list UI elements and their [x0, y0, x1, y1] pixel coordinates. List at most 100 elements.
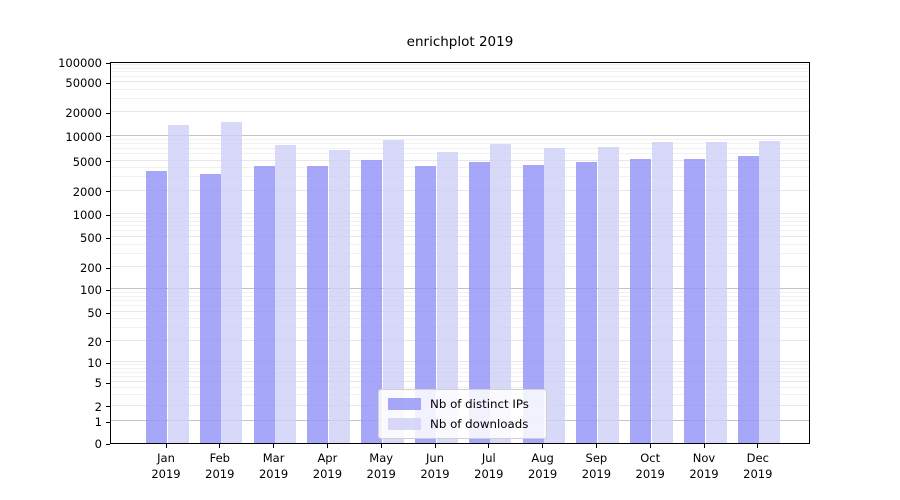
x-tick-mark	[273, 444, 275, 448]
x-tick-month: Jul	[481, 451, 496, 465]
y-gridline	[111, 361, 809, 363]
y-gridline-minor	[111, 300, 809, 301]
bar-downloads	[597, 146, 619, 443]
x-tick-year: 2019	[205, 467, 235, 481]
y-gridline	[111, 311, 809, 313]
y-tick-label: 50000	[65, 76, 102, 91]
y-tick-mark	[106, 382, 110, 384]
x-tick-month: Apr	[317, 451, 338, 465]
bar-distinct-ips	[415, 166, 436, 443]
y-gridline-minor	[111, 371, 809, 373]
x-tick-label: Mar 2019	[259, 450, 288, 482]
x-tick-mark	[434, 444, 436, 448]
x-tick-year: 2019	[258, 467, 289, 481]
x-tick-label: Jun 2019	[420, 450, 449, 482]
x-tick-label: May 2019	[367, 450, 396, 482]
bar-downloads	[544, 147, 566, 443]
bar-downloads	[221, 122, 243, 443]
x-tick-mark	[326, 444, 328, 448]
y-gridline-minor	[111, 305, 809, 307]
y-gridline-minor	[111, 387, 809, 388]
y-gridline-minor	[111, 220, 809, 222]
y-tick-label: 5000	[72, 154, 102, 169]
y-tick-mark	[106, 82, 110, 84]
y-tick-label: 10000	[65, 129, 102, 144]
x-tick-year: 2019	[312, 467, 343, 481]
legend-label: Nb of distinct IPs	[430, 397, 529, 411]
bar-downloads	[705, 142, 727, 443]
y-tick-mark	[106, 136, 110, 138]
y-gridline-minor	[111, 138, 809, 140]
x-tick-month: Oct	[640, 451, 661, 465]
bar-downloads	[382, 140, 404, 443]
x-tick-label: Oct 2019	[636, 450, 665, 482]
x-tick-year: 2019	[366, 467, 396, 481]
x-tick-month: May	[369, 451, 394, 465]
plot-area	[110, 62, 810, 444]
x-tick-year: 2019	[743, 467, 773, 481]
y-tick-mark	[106, 267, 110, 269]
y-tick-mark	[106, 312, 110, 314]
y-tick-label: 0	[94, 437, 102, 451]
x-tick-year: 2019	[581, 467, 612, 481]
y-gridline-minor	[111, 98, 809, 100]
y-gridline-minor	[111, 216, 809, 218]
x-tick-month: Dec	[746, 451, 769, 465]
bar-downloads	[275, 144, 297, 443]
y-gridline-major	[111, 288, 809, 289]
x-tick-mark	[649, 444, 651, 448]
y-tick-label: 100000	[58, 56, 102, 70]
y-tick-label: 200	[80, 261, 102, 276]
x-tick-label: Jul 2019	[474, 450, 503, 482]
legend: Nb of distinct IPs Nb of downloads	[378, 389, 547, 439]
y-tick-label: 1000	[72, 208, 102, 222]
bar-downloads	[436, 151, 458, 443]
x-tick-mark	[380, 444, 382, 448]
x-tick-mark	[488, 444, 490, 448]
y-gridline	[111, 111, 809, 113]
bar-distinct-ips	[146, 170, 167, 443]
y-gridline-minor	[111, 367, 809, 369]
y-tick-mark	[106, 341, 110, 343]
x-tick-year: 2019	[151, 467, 181, 481]
x-tick-year: 2019	[420, 467, 450, 481]
y-tick-label: 1	[94, 415, 102, 429]
x-tick-label: Sep 2019	[582, 450, 611, 482]
bar-downloads	[490, 144, 512, 443]
y-gridline-minor	[111, 318, 809, 320]
bar-distinct-ips	[253, 166, 275, 443]
bar-distinct-ips	[307, 166, 329, 443]
y-gridline-minor	[111, 67, 809, 69]
y-tick-mark	[106, 112, 110, 114]
y-tick-mark	[106, 406, 110, 408]
legend-swatch-distinct-ips	[388, 398, 421, 410]
y-gridline	[111, 81, 809, 83]
y-gridline-minor	[111, 147, 809, 149]
y-gridline-minor	[111, 142, 809, 144]
x-tick-year: 2019	[635, 467, 665, 481]
x-tick-mark	[219, 444, 221, 448]
legend-label: Nb of downloads	[430, 417, 529, 431]
y-gridline	[111, 159, 809, 161]
legend-item-downloads: Nb of downloads	[388, 417, 536, 431]
x-tick-month: Aug	[531, 451, 554, 465]
x-tick-label: Dec 2019	[743, 450, 772, 482]
bar-distinct-ips	[684, 158, 705, 443]
y-gridline-minor	[111, 253, 809, 255]
y-tick-mark	[106, 421, 110, 423]
chart-title: enrichplot 2019	[406, 34, 514, 50]
legend-item-distinct-ips: Nb of distinct IPs	[388, 397, 536, 411]
bar-distinct-ips	[522, 164, 544, 443]
y-tick-mark	[106, 443, 110, 445]
x-tick-label: Jan 2019	[151, 450, 180, 482]
x-tick-year: 2019	[689, 467, 719, 481]
y-gridline-minor	[111, 176, 809, 178]
bar-distinct-ips	[361, 160, 383, 443]
y-tick-mark	[106, 237, 110, 239]
y-gridline-minor	[111, 64, 809, 66]
y-tick-label: 50	[87, 306, 102, 321]
y-tick-label: 20	[87, 334, 102, 349]
y-gridline-minor	[111, 364, 809, 366]
x-tick-month: Feb	[209, 451, 230, 465]
